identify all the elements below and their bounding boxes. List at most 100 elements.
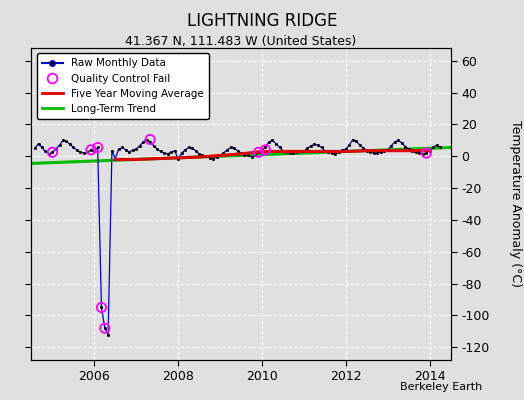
Point [401, 144, 410, 150]
Point [331, 151, 340, 157]
Point [118, 144, 127, 151]
Point [292, 149, 301, 156]
Point [318, 144, 326, 151]
Point [181, 147, 190, 153]
Point [93, 144, 102, 151]
Point [48, 149, 57, 156]
Point [202, 153, 211, 160]
Point [163, 151, 172, 157]
Point [146, 136, 154, 143]
Point [342, 146, 350, 152]
Point [433, 142, 441, 148]
Point [104, 331, 112, 338]
Point [408, 148, 416, 155]
Point [177, 150, 185, 156]
Point [286, 150, 294, 156]
Point [171, 148, 179, 154]
Point [30, 145, 39, 152]
Point [255, 149, 263, 156]
Point [153, 146, 161, 152]
Point [226, 144, 235, 151]
Point [384, 147, 392, 153]
Point [146, 139, 154, 145]
Point [139, 139, 148, 145]
Point [247, 154, 256, 160]
Point [380, 148, 389, 154]
Point [195, 151, 203, 157]
Point [307, 143, 315, 149]
Point [213, 154, 221, 160]
Point [339, 147, 347, 153]
Point [143, 136, 151, 143]
Point [51, 146, 60, 152]
Point [125, 149, 133, 156]
Point [35, 140, 43, 147]
Point [83, 149, 91, 156]
Point [255, 149, 263, 156]
Point [209, 156, 217, 162]
Point [363, 148, 371, 154]
Point [223, 147, 232, 153]
Point [289, 150, 298, 156]
Point [87, 147, 95, 153]
Point [198, 152, 206, 159]
Point [132, 146, 140, 152]
Point [352, 138, 361, 144]
Point [167, 149, 175, 156]
Point [376, 149, 385, 156]
Point [313, 142, 322, 148]
Point [373, 150, 381, 156]
Point [174, 156, 182, 163]
Point [268, 137, 277, 144]
Point [429, 144, 437, 151]
Point [425, 148, 434, 154]
Point [261, 147, 269, 153]
Point [38, 144, 46, 151]
Point [303, 145, 311, 152]
Point [237, 150, 245, 156]
Point [310, 141, 319, 148]
Point [122, 147, 130, 153]
Point [135, 143, 144, 149]
Point [324, 149, 332, 156]
Legend: Raw Monthly Data, Quality Control Fail, Five Year Moving Average, Long-Term Tren: Raw Monthly Data, Quality Control Fail, … [37, 53, 209, 119]
Point [150, 143, 158, 149]
Text: LIGHTNING RIDGE: LIGHTNING RIDGE [187, 12, 337, 30]
Point [359, 145, 368, 152]
Point [297, 148, 305, 154]
Point [418, 151, 427, 157]
Point [77, 149, 85, 156]
Point [261, 144, 269, 150]
Y-axis label: Temperature Anomaly (°C): Temperature Anomaly (°C) [509, 120, 522, 288]
Point [391, 139, 399, 145]
Point [66, 141, 74, 148]
Point [188, 145, 196, 152]
Point [349, 136, 357, 143]
Point [59, 137, 67, 144]
Point [230, 145, 238, 152]
Point [394, 137, 402, 144]
Point [111, 156, 119, 162]
Point [192, 148, 200, 154]
Point [87, 147, 95, 153]
Point [258, 147, 266, 153]
Point [101, 325, 109, 331]
Point [216, 152, 224, 159]
Point [129, 147, 137, 153]
Point [244, 152, 253, 159]
Point [234, 148, 242, 154]
Point [48, 149, 57, 156]
Point [108, 148, 116, 154]
Point [405, 146, 413, 152]
Point [45, 151, 53, 157]
Point [80, 150, 88, 156]
Point [56, 142, 64, 148]
Point [415, 150, 423, 156]
Point [72, 147, 81, 153]
Point [412, 149, 420, 156]
Point [90, 148, 99, 154]
Point [345, 142, 353, 148]
Point [355, 142, 364, 148]
Point [321, 148, 329, 154]
Point [93, 144, 102, 151]
